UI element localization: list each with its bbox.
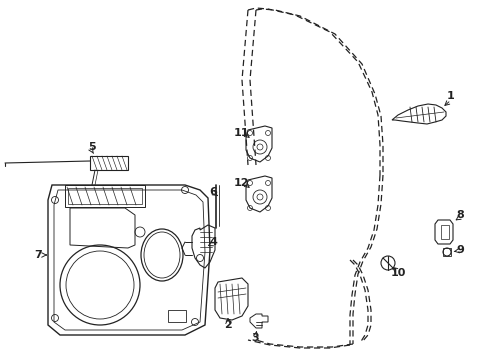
Text: 4: 4 (209, 237, 217, 247)
Bar (440, 225, 448, 239)
Text: 3: 3 (251, 333, 258, 343)
Bar (65, 185, 145, 207)
Bar (168, 310, 185, 322)
Bar (442, 248, 450, 256)
Text: 12: 12 (233, 178, 248, 188)
Text: 2: 2 (224, 320, 231, 330)
Text: 6: 6 (209, 187, 217, 197)
Text: 10: 10 (389, 268, 405, 278)
Text: 11: 11 (233, 128, 248, 138)
Text: 5: 5 (88, 142, 96, 152)
Text: 7: 7 (34, 250, 42, 260)
Text: 8: 8 (455, 210, 463, 220)
Bar (68, 188, 142, 204)
Bar (90, 156, 128, 170)
Text: 9: 9 (455, 245, 463, 255)
Text: 1: 1 (446, 91, 454, 101)
